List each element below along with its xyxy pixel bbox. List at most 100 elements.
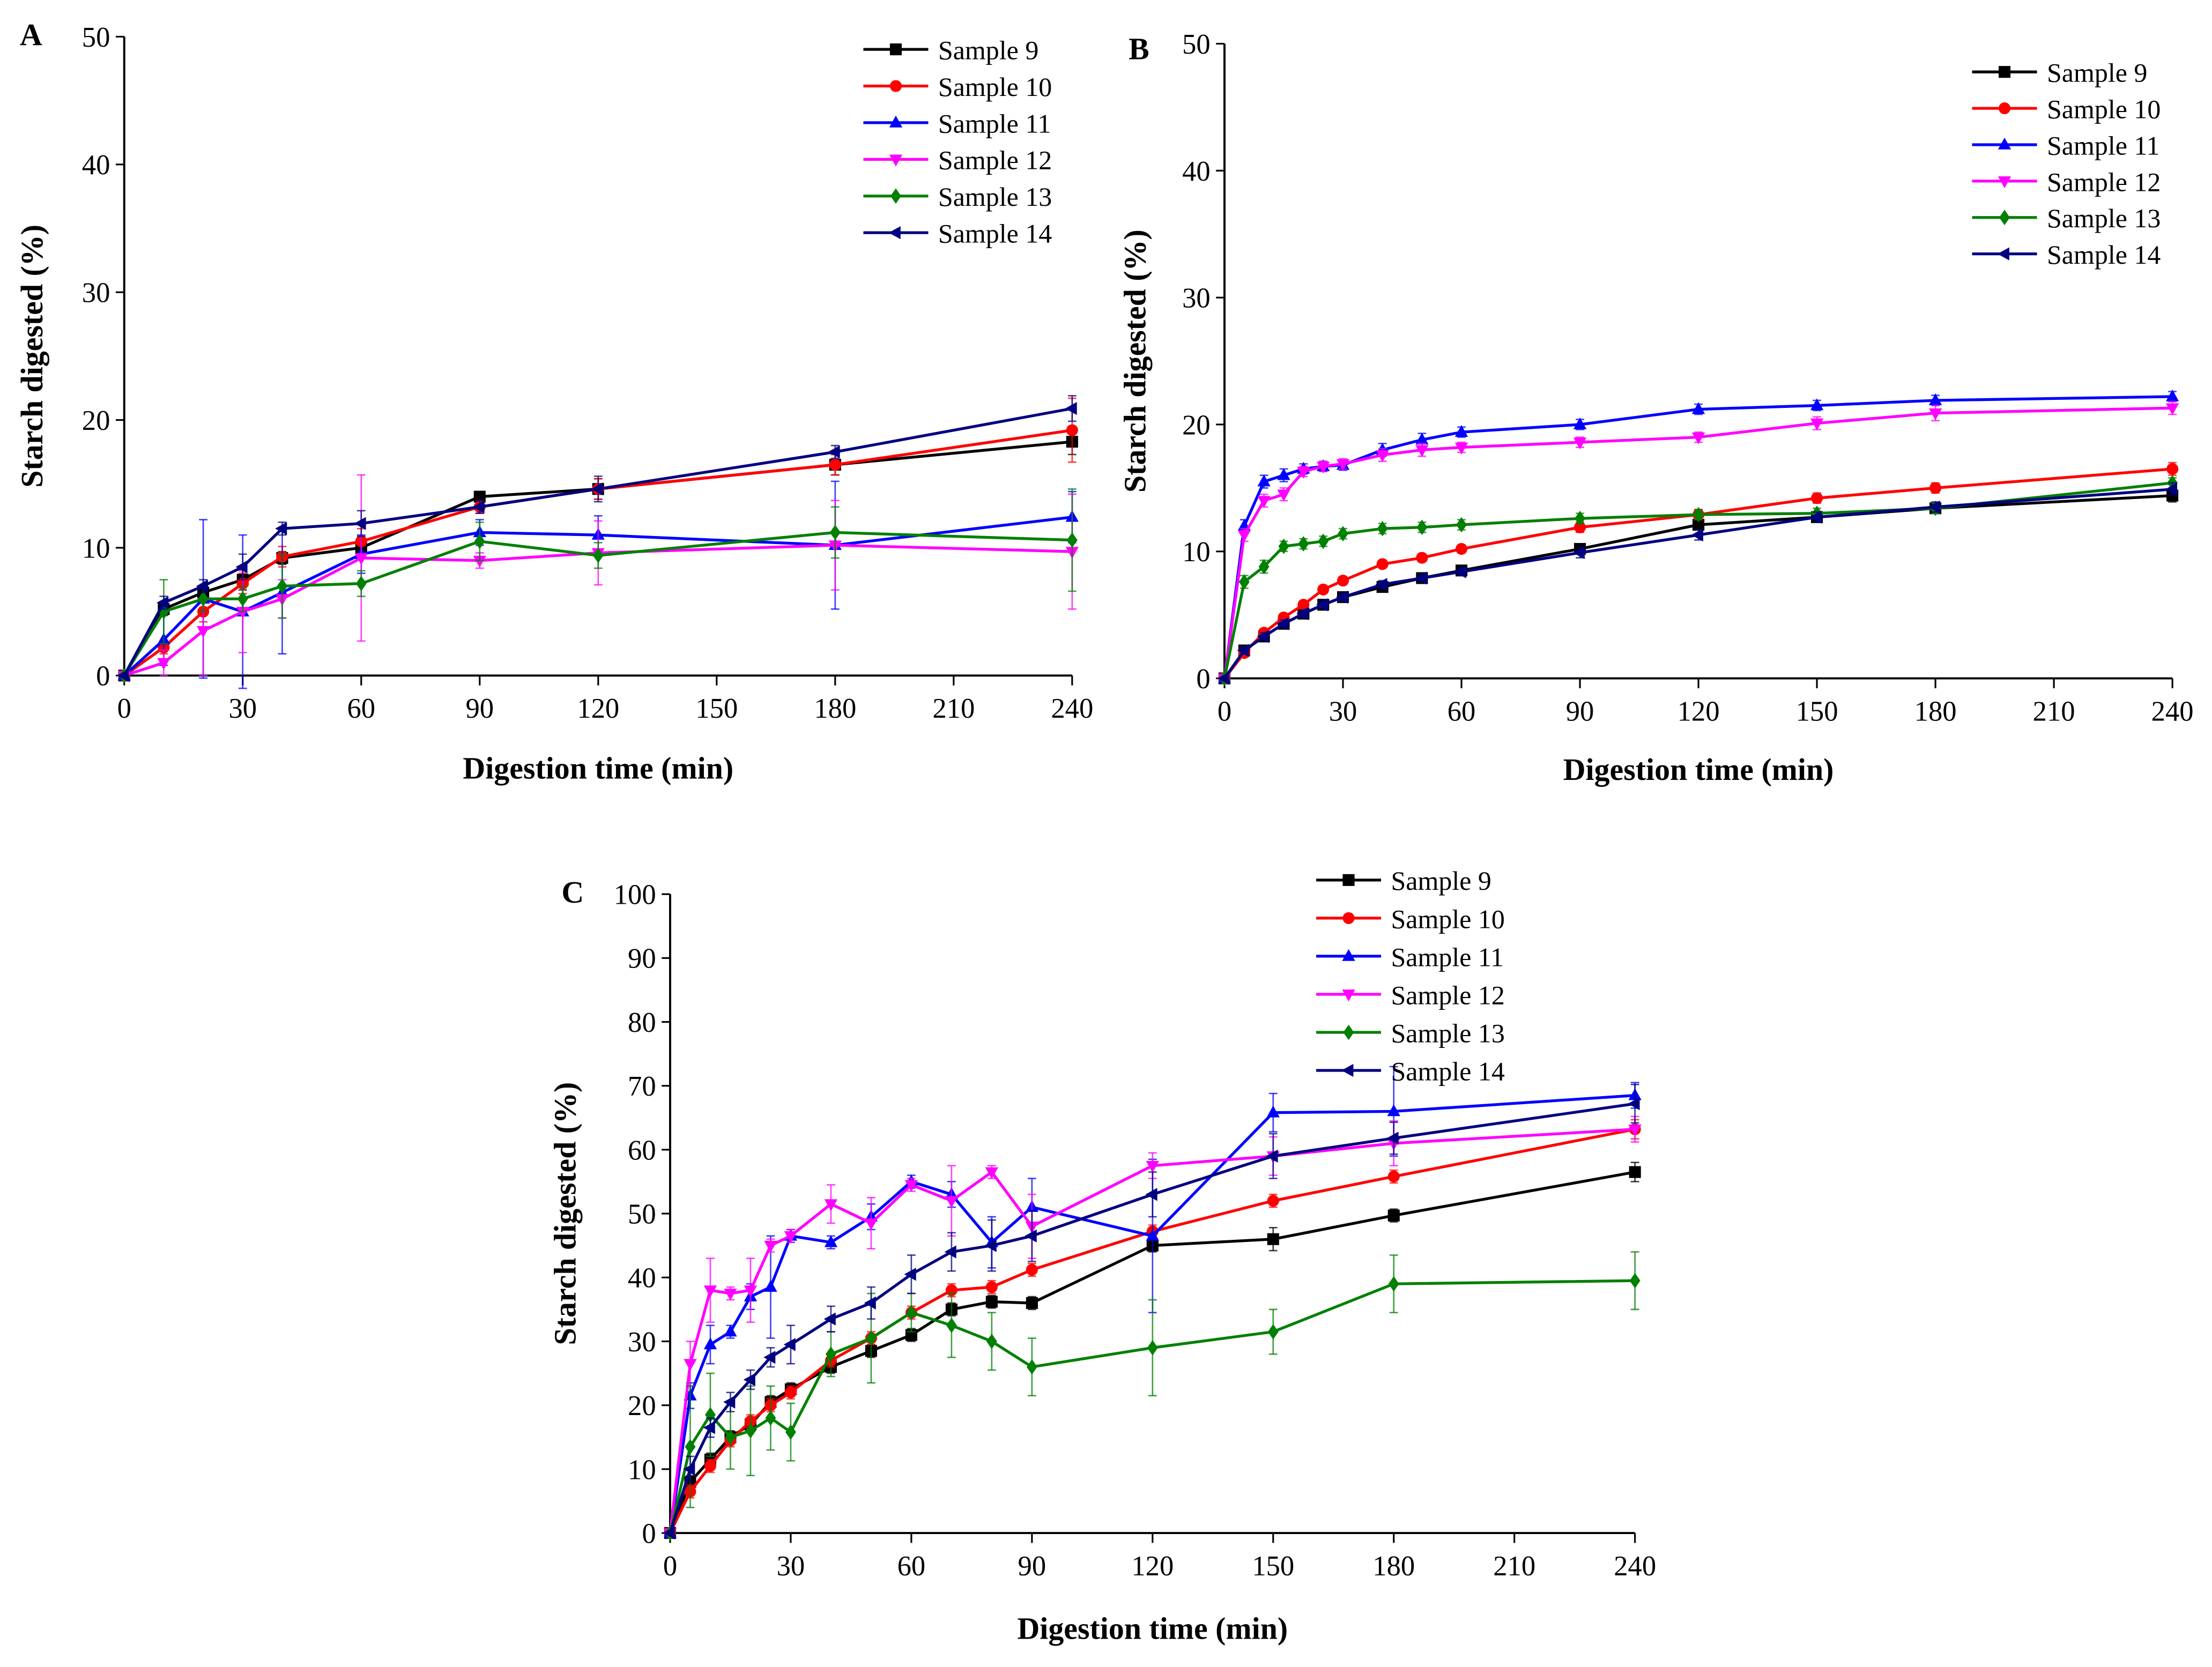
y-tick-label: 20 [82, 405, 110, 436]
triangle-down-marker [985, 1167, 999, 1179]
diamond-marker [1338, 526, 1348, 541]
triangle-down-marker [764, 1240, 777, 1253]
triangle-up-marker [2165, 389, 2179, 401]
triangle-up-marker [1573, 417, 1587, 429]
triangle-left-marker [888, 226, 901, 240]
triangle-down-marker [744, 1285, 758, 1298]
x-tick-label: 240 [2151, 696, 2194, 727]
legend-item: Sample 12 [1972, 167, 2161, 197]
diamond-marker [355, 576, 367, 592]
y-tick-label: 0 [1196, 664, 1210, 695]
square-marker [889, 43, 902, 56]
triangle-down-marker [1336, 459, 1350, 471]
x-tick-label: 150 [1252, 1551, 1294, 1582]
diamond-marker [765, 1410, 776, 1426]
triangle-left-marker [1296, 607, 1309, 620]
triangle-left-marker [1145, 1188, 1157, 1201]
legend-label: Sample 11 [1391, 942, 1504, 972]
square-marker [1998, 66, 2011, 78]
triangle-left-marker [1237, 644, 1249, 657]
triangle-down-marker [1376, 450, 1389, 463]
triangle-left-marker [117, 669, 129, 682]
y-axis-title: Starch digested (%) [548, 1082, 583, 1345]
triangle-left-marker [1809, 510, 1822, 524]
triangle-left-marker [1386, 1132, 1399, 1145]
x-axis-title: Digestion time (min) [463, 750, 733, 785]
diamond-marker [1278, 538, 1289, 554]
triangle-down-marker [196, 626, 210, 638]
y-tick-label: 60 [628, 1135, 656, 1166]
legend-label: Sample 14 [1391, 1056, 1504, 1086]
triangle-down-marker [354, 553, 368, 565]
legend-item: Sample 14 [1316, 1056, 1505, 1086]
x-tick-label: 180 [1372, 1551, 1415, 1582]
triangle-up-marker [1691, 402, 1705, 414]
triangle-up-marker [703, 1337, 717, 1350]
triangle-down-marker [703, 1285, 717, 1298]
x-tick-label: 30 [1329, 696, 1357, 727]
diamond-marker [1456, 517, 1467, 533]
legend-label: Sample 13 [2047, 203, 2161, 233]
x-tick-label: 60 [1448, 696, 1476, 727]
legend-item: Sample 13 [1972, 203, 2161, 233]
triangle-left-marker [1415, 571, 1427, 585]
x-tick-label: 210 [1493, 1551, 1535, 1582]
square-marker [1342, 874, 1355, 886]
diamond-marker [829, 524, 841, 540]
diamond-marker [905, 1305, 917, 1321]
diamond-marker [685, 1439, 696, 1455]
triangle-up-marker [1415, 433, 1429, 445]
series-sample-14 [663, 1084, 1640, 1540]
legend-label: Sample 9 [1391, 866, 1491, 896]
circle-marker [1929, 482, 1942, 494]
x-tick-label: 150 [695, 693, 738, 724]
triangle-left-marker [2165, 482, 2177, 496]
triangle-down-marker [904, 1180, 918, 1192]
x-tick-label: 0 [1218, 696, 1231, 727]
y-tick-label: 30 [82, 278, 110, 309]
y-tick-label: 0 [96, 661, 110, 692]
x-axis-title: Digestion time (min) [1563, 752, 1834, 787]
triangle-down-marker [1237, 530, 1251, 542]
diamond-marker [1238, 574, 1250, 590]
triangle-left-marker [1375, 578, 1387, 591]
triangle-down-marker [1810, 418, 1824, 430]
circle-marker [704, 1460, 717, 1472]
x-tick-label: 0 [117, 693, 131, 724]
panel-c: 0 30 60 90 120 150 180 210 240 0 10 20 30 40 50 60 70 80 9… [548, 866, 1656, 1646]
triangle-up-marker [724, 1324, 737, 1337]
legend-item: Sample 11 [863, 108, 1051, 138]
y-tick-label: 30 [1182, 283, 1211, 314]
triangle-left-marker [1025, 1229, 1037, 1242]
x-tick-label: 0 [663, 1551, 677, 1582]
diamond-marker [1298, 536, 1309, 552]
series-line [123, 516, 1073, 677]
legend-item: Sample 12 [863, 145, 1052, 175]
diamond-marker [725, 1429, 736, 1445]
square-marker [1387, 1209, 1400, 1222]
y-tick-label: 50 [1182, 29, 1211, 60]
y-tick-label: 20 [1182, 410, 1211, 441]
x-tick-label: 120 [577, 693, 619, 724]
square-marker [1267, 1233, 1279, 1245]
series-line [123, 407, 1073, 676]
triangle-left-marker [828, 445, 840, 459]
triangle-up-marker [824, 1235, 838, 1247]
triangle-up-marker [1342, 949, 1355, 961]
legend-item: Sample 12 [1316, 980, 1505, 1010]
triangle-left-marker [703, 1421, 715, 1434]
triangle-left-marker [275, 522, 287, 535]
x-tick-label: 90 [1566, 696, 1594, 727]
legend-label: Sample 13 [938, 182, 1052, 212]
triangle-down-marker [864, 1218, 878, 1231]
triangle-left-marker [944, 1245, 956, 1259]
circle-marker [1455, 542, 1468, 555]
diamond-marker [1343, 1024, 1354, 1040]
triangle-left-marker [354, 517, 366, 530]
legend-item: Sample 10 [1316, 904, 1505, 934]
triangle-left-marker [591, 482, 603, 496]
triangle-down-marker [1297, 466, 1310, 479]
diamond-marker [825, 1346, 836, 1362]
diamond-marker [785, 1424, 796, 1440]
triangle-down-marker [1998, 176, 2011, 189]
